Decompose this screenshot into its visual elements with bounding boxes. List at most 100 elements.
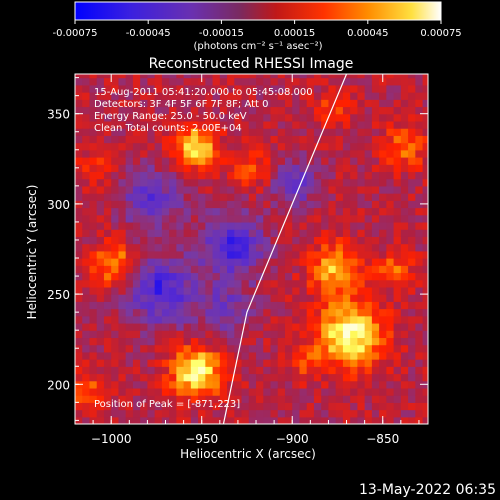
heatmap-cell [241,402,250,411]
heatmap-cell [400,315,409,324]
heatmap-cell [89,113,98,122]
heatmap-cell [248,142,257,151]
heatmap-cell [183,77,192,86]
heatmap-cell [364,135,373,144]
heatmap-cell [357,387,366,396]
heatmap-cell [379,294,387,302]
heatmap-cell [256,250,264,259]
heatmap-cell [125,322,134,331]
heatmap-cell [408,286,416,295]
heatmap-cell [270,250,279,259]
heatmap-cell [132,84,141,93]
heatmap-cell [400,171,409,180]
heatmap-cell [205,272,214,281]
heatmap-cell [270,135,279,144]
heatmap-cell [125,344,134,353]
heatmap-cell [82,120,91,129]
heatmap-cell [313,279,322,288]
heatmap-cell [227,74,235,79]
heatmap-cell [190,409,199,418]
heatmap-cell [292,308,301,317]
heatmap-cell [284,236,293,245]
heatmap-cell [328,359,337,367]
heatmap-cell [234,113,243,122]
heatmap-cell [393,409,402,418]
heatmap-cell [219,265,228,274]
heatmap-cell [161,142,170,151]
heatmap-cell [393,402,402,411]
heatmap-cell [234,308,243,317]
heatmap-cell [132,294,141,302]
heatmap-cell [205,265,214,274]
heatmap-cell [335,366,344,375]
heatmap-cell [183,258,192,266]
heatmap-cell [393,272,402,281]
heatmap-cell [393,308,402,317]
heatmap-cell [408,200,416,209]
heatmap-cell [176,373,185,382]
heatmap-cell [328,128,337,136]
heatmap-cell [96,99,105,108]
heatmap-cell [190,221,199,230]
heatmap-cell [386,279,395,288]
heatmap-cell [212,250,221,259]
heatmap-cell [321,344,330,353]
heatmap-cell [270,402,279,411]
heatmap-cell [321,178,330,187]
heatmap-cell [132,120,141,129]
heatmap-cell [241,286,250,295]
x-tick-label: −950 [185,432,218,446]
heatmap-cell [277,322,286,331]
heatmap-cell [328,243,337,252]
heatmap-cell [183,99,192,108]
heatmap-cell [198,229,206,237]
heatmap-cell [400,92,409,100]
heatmap-cell [263,142,272,151]
heatmap-cell [227,142,235,151]
heatmap-cell [263,294,272,302]
heatmap-cell [219,243,228,252]
heatmap-cell [422,185,428,194]
heatmap-cell [371,286,380,295]
heatmap-cell [96,272,105,281]
heatmap-cell [299,301,308,310]
heatmap-cell [357,142,366,151]
heatmap-cell [103,229,112,237]
colorbar-tick-label: -0.00045 [126,28,171,39]
heatmap-cell [422,214,428,223]
colorbar-tick-labels: -0.00075 -0.00045 -0.00015 0.00015 0.00045 0.… [53,28,462,39]
heatmap-cell [183,229,192,237]
heatmap-cell [313,416,322,424]
heatmap-cell [342,207,351,216]
heatmap-cell [198,265,206,274]
heatmap-cell [277,265,286,274]
heatmap-cell [393,250,402,259]
heatmap-cell [386,77,395,86]
heatmap-cell [386,221,395,230]
heatmap-cell [241,200,250,209]
heatmap-cell [393,106,402,115]
heatmap-cell [103,214,112,223]
heatmap-cell [342,294,351,302]
heatmap-cell [140,214,149,223]
heatmap-cell [335,265,344,274]
plot-annotations: 15-Aug-2011 05:41:20.000 to 05:45:08.000… [94,87,313,410]
heatmap-cell [371,164,380,173]
heatmap-cell [176,330,185,339]
y-tick-label: 300 [47,198,70,212]
heatmap-cell [400,164,409,173]
heatmap-cell [321,337,330,346]
heatmap-cell [198,193,206,201]
heatmap-cell [263,351,272,360]
heatmap-cell [96,120,105,129]
heatmap-cell [125,229,134,237]
heatmap-cell [132,200,141,209]
heatmap-cell [371,120,380,129]
heatmap-cell [111,92,120,100]
heatmap-cell [183,156,192,165]
heatmap-cell [400,106,409,115]
heatmap-cell [96,409,105,418]
heatmap-cell [147,164,156,173]
heatmap-cell [357,99,366,108]
heatmap-cell [292,265,301,274]
